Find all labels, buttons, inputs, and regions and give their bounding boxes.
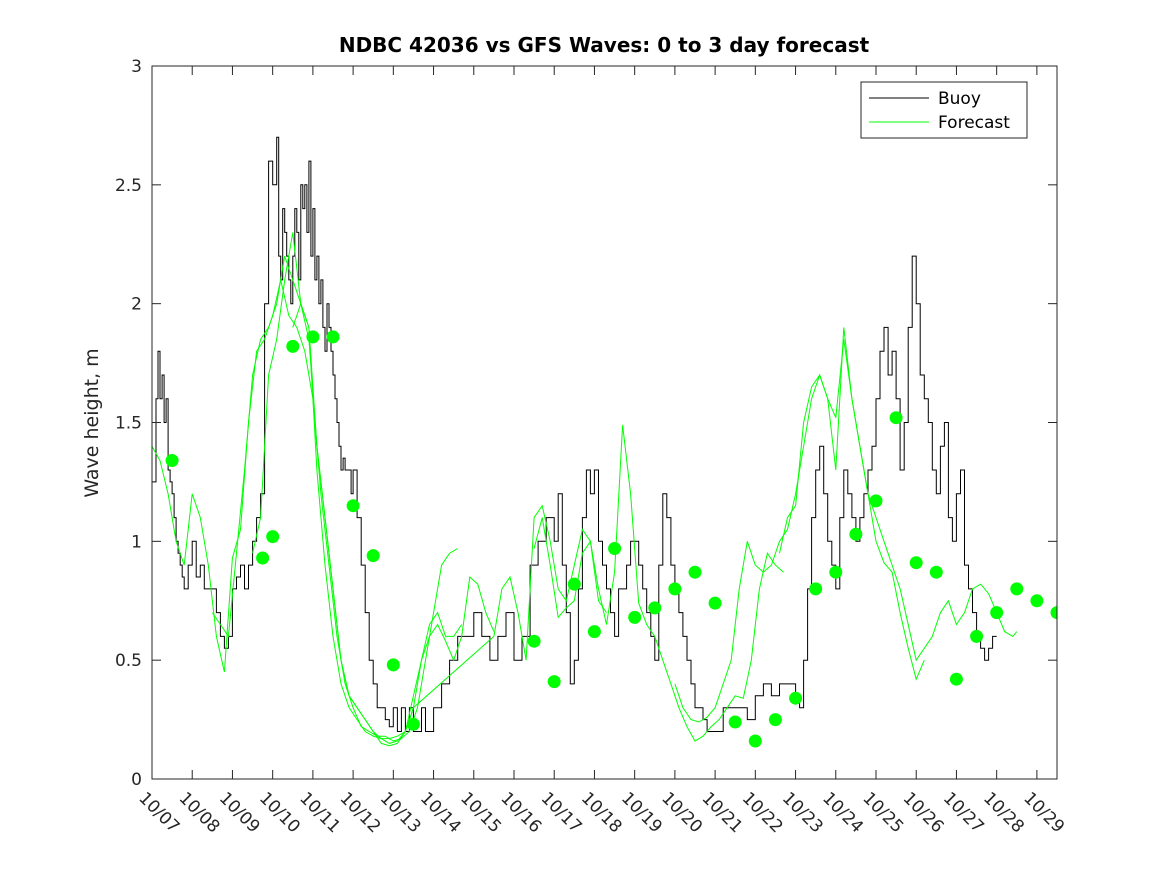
forecast-run-line-7 [779, 327, 1018, 662]
y-tick-label: 0 [131, 770, 142, 790]
y-axis-label: Wave height, m [81, 348, 103, 497]
forecast-marker [929, 565, 943, 579]
forecast-run-line-4 [292, 302, 607, 740]
y-axis-ticks: 0 0.5 1 1.5 2 2.5 3 [115, 57, 1057, 790]
legend-buoy-label: Buoy [938, 89, 981, 109]
forecast-marker [266, 530, 280, 544]
plot-area [152, 136, 1057, 748]
forecast-run-line-3 [252, 232, 495, 747]
forecast-marker [829, 565, 843, 579]
forecast-marker [648, 601, 662, 615]
forecast-marker [306, 330, 320, 344]
forecast-marker [346, 499, 360, 513]
forecast-run-line-5 [533, 424, 784, 742]
forecast-marker [970, 629, 984, 643]
forecast-marker [728, 715, 742, 729]
forecast-marker [949, 672, 963, 686]
forecast-marker [688, 565, 702, 579]
forecast-marker [326, 330, 340, 344]
forecast-marker [869, 494, 883, 508]
forecast-marker [668, 582, 682, 596]
y-tick-label: 2.5 [115, 176, 142, 196]
forecast-marker [406, 717, 420, 731]
forecast-marker [608, 542, 622, 555]
forecast-marker [587, 625, 601, 639]
y-tick-label: 3 [131, 57, 142, 77]
legend-forecast-label: Forecast [938, 113, 1010, 133]
forecast-marker [748, 734, 762, 748]
forecast-marker [165, 454, 179, 467]
y-tick-label: 1 [131, 532, 142, 552]
forecast-marker [567, 577, 581, 591]
forecast-marker [789, 691, 803, 705]
legend: Buoy Forecast [860, 81, 1028, 139]
forecast-marker [628, 610, 642, 624]
chart-title: NDBC 42036 vs GFS Waves: 0 to 3 day fore… [339, 33, 870, 57]
forecast-marker [889, 411, 903, 425]
forecast-marker [1010, 582, 1024, 596]
forecast-marker [386, 658, 400, 672]
forecast-run-line-1 [152, 279, 458, 742]
forecast-marker [909, 556, 923, 570]
forecast-marker [547, 675, 561, 689]
forecast-run-line-6 [674, 339, 925, 723]
forecast-marker [527, 634, 541, 648]
forecast-marker [768, 713, 782, 727]
legend-box [860, 81, 1028, 139]
forecast-marker [990, 606, 1004, 620]
forecast-marker [708, 596, 722, 610]
y-tick-label: 2 [131, 295, 142, 315]
forecast-marker [809, 582, 823, 596]
forecast-marker [1030, 594, 1044, 608]
forecast-marker [286, 339, 300, 353]
forecast-marker [849, 527, 863, 541]
y-tick-label: 0.5 [115, 651, 142, 671]
forecast-marker [366, 549, 380, 563]
y-tick-label: 1.5 [115, 414, 142, 434]
forecast-marker [1050, 606, 1057, 620]
forecast-marker [256, 551, 270, 565]
